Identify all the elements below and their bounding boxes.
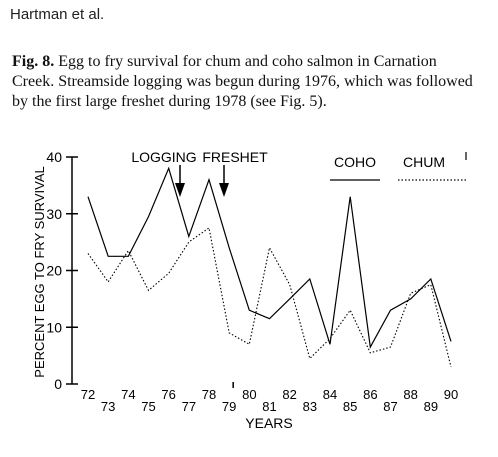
figure-caption: Fig. 8. Egg to fry survival for chum and…: [12, 52, 482, 112]
x-tick-label: 82: [282, 387, 296, 402]
coho-series-line: [87, 166, 452, 349]
figure-label: Fig. 8.: [12, 53, 55, 70]
y-tick-label: 40: [46, 149, 62, 165]
x-tick-label: 86: [363, 387, 377, 402]
annotation-logging: LOGGING: [131, 149, 196, 165]
x-tick-label: 75: [141, 399, 155, 414]
y-tick-label: 10: [46, 319, 62, 335]
x-tick-label: 76: [161, 387, 175, 402]
annotation-arrow-head: [219, 183, 229, 197]
annotation-arrow-head: [175, 183, 185, 197]
x-tick-label: 72: [81, 387, 95, 402]
x-tick-label: 81: [262, 399, 276, 414]
x-tick-label: 74: [121, 387, 135, 402]
x-tick-label: 79: [222, 399, 236, 414]
x-tick-label: 83: [303, 399, 317, 414]
x-tick-label: 89: [424, 399, 438, 414]
x-tick-label: 88: [403, 387, 417, 402]
y-axis-ticks: 0 10 20 30 40: [46, 149, 78, 392]
x-tick-label: 90: [444, 387, 458, 402]
x-tick-label: 78: [202, 387, 216, 402]
chart-annotations: LOGGING FRESHET: [131, 149, 268, 197]
legend-label-chum: CHUM: [403, 154, 445, 170]
y-tick-label: 20: [46, 263, 62, 279]
y-tick-label: 30: [46, 206, 62, 222]
chart-legend: COHO CHUM: [330, 152, 467, 181]
figure-caption-text: Egg to fry survival for chum and coho sa…: [12, 53, 473, 110]
legend-label-coho: COHO: [334, 154, 376, 170]
chum-series-line: [87, 226, 452, 368]
x-tick-label: 84: [323, 387, 337, 402]
x-tick-label: 73: [101, 399, 115, 414]
x-tick-label: 85: [343, 399, 357, 414]
x-tick-label: 80: [242, 387, 256, 402]
annotation-freshet: FRESHET: [202, 149, 268, 165]
x-axis-label: YEARS: [245, 415, 292, 431]
chart-series: [87, 166, 452, 368]
x-tick-label: 87: [383, 399, 397, 414]
x-tick-label: 77: [182, 399, 196, 414]
y-tick-label: 0: [54, 376, 62, 392]
x-axis-ticks: 72 73 74 75 76 77 78 79 80 81 82 83 84 85 86 87 88 89 90: [81, 382, 458, 414]
running-header: Hartman et al.: [10, 6, 105, 23]
y-axis-label: PERCENT EGG TO FRY SURVIVAL: [32, 166, 47, 377]
